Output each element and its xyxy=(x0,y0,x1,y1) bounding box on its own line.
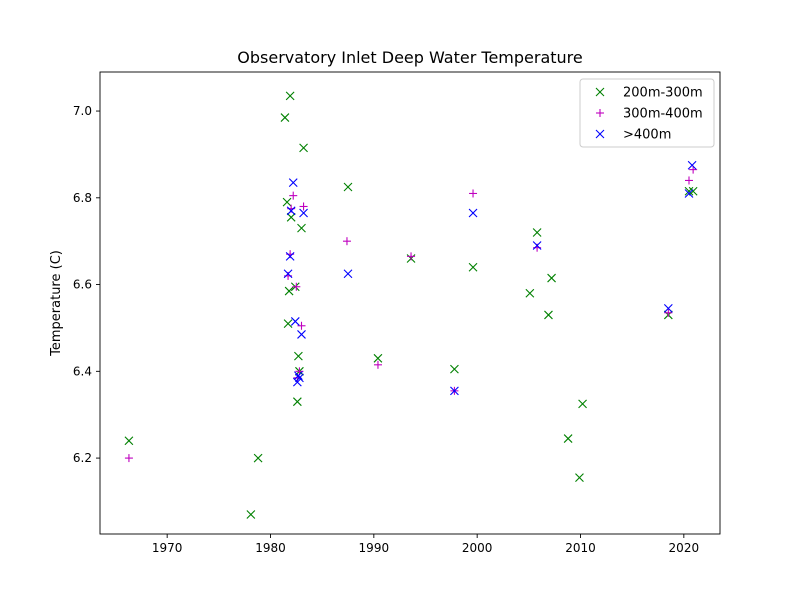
data-point xyxy=(297,330,306,339)
data-point xyxy=(297,223,306,233)
data-point xyxy=(286,212,296,222)
data-point xyxy=(280,113,290,122)
x-tick-label: 1990 xyxy=(359,541,390,555)
legend-label: 200m-300m xyxy=(623,86,703,101)
data-point xyxy=(253,453,263,463)
legend-item: >400m xyxy=(595,128,671,143)
data-point xyxy=(547,273,556,283)
data-point xyxy=(578,399,587,409)
data-point xyxy=(294,351,303,361)
data-point xyxy=(688,186,698,196)
data-point xyxy=(544,310,553,320)
data-point xyxy=(286,206,296,216)
data-point xyxy=(532,241,542,250)
x-tick-label: 2020 xyxy=(669,541,700,555)
y-tick-label: 6.6 xyxy=(73,278,92,292)
data-point xyxy=(663,304,673,313)
data-point xyxy=(450,364,459,374)
legend-marker xyxy=(595,87,605,97)
axes-frame xyxy=(99,71,721,535)
data-point xyxy=(282,197,292,207)
legend-label: 300m-400m xyxy=(623,107,703,122)
y-tick-label: 7.0 xyxy=(73,104,92,118)
x-tick-label: 2010 xyxy=(565,541,596,555)
x-tick-label: 2000 xyxy=(462,541,493,555)
data-point xyxy=(299,143,308,153)
series-1 xyxy=(124,91,698,519)
data-point xyxy=(684,189,694,198)
data-point xyxy=(685,176,693,185)
data-point xyxy=(468,262,478,272)
data-point xyxy=(525,288,535,298)
series-3 xyxy=(283,160,697,396)
data-point xyxy=(284,286,294,296)
data-point xyxy=(684,186,694,196)
chart-title: Observatory Inlet Deep Water Temperature xyxy=(237,48,582,67)
data-point xyxy=(342,237,351,246)
y-tick-label: 6.4 xyxy=(73,364,92,378)
data-point xyxy=(290,317,300,326)
data-point xyxy=(343,269,353,279)
data-point xyxy=(532,228,542,237)
legend-item: 200m-300m xyxy=(595,86,703,101)
data-point xyxy=(469,189,478,198)
data-point xyxy=(687,160,697,170)
data-point xyxy=(468,208,478,218)
legend-marker xyxy=(595,129,605,139)
data-point xyxy=(297,321,306,330)
data-point xyxy=(124,454,133,463)
data-point xyxy=(343,182,353,192)
data-point xyxy=(373,360,382,369)
legend-item: 300m-400m xyxy=(596,107,703,122)
data-point xyxy=(285,251,295,261)
data-point xyxy=(288,178,298,188)
legend-box xyxy=(579,78,715,148)
data-point xyxy=(450,386,459,396)
data-point xyxy=(575,473,584,482)
y-axis-label: Temperature (C) xyxy=(49,250,64,357)
data-point xyxy=(294,371,303,381)
y-tick-label: 6.8 xyxy=(73,191,92,205)
y-tick-label: 6.2 xyxy=(73,451,92,465)
data-point xyxy=(292,397,302,407)
data-point xyxy=(124,436,134,446)
data-point xyxy=(285,91,295,101)
data-point xyxy=(407,252,416,261)
data-point xyxy=(283,269,293,279)
legend: 200m-300m 300m-400m >400m xyxy=(579,78,715,148)
data-point xyxy=(563,434,573,443)
data-point xyxy=(299,202,308,211)
x-tick-label: 1980 xyxy=(255,541,286,555)
data-point xyxy=(292,282,301,291)
data-point xyxy=(295,373,304,383)
data-point xyxy=(299,208,308,218)
data-point xyxy=(373,353,383,363)
data-point xyxy=(246,510,256,519)
legend-marker xyxy=(596,109,604,117)
data-point xyxy=(664,308,673,317)
x-tick-label: 1970 xyxy=(152,541,183,555)
plot-area: 1970 1980 1990 2000 2010 2020 6.2 6.4 6.6 6.8 7.0 xyxy=(73,71,721,555)
data-point xyxy=(289,191,298,200)
legend-label: >400m xyxy=(623,128,671,143)
data-point xyxy=(283,319,293,328)
